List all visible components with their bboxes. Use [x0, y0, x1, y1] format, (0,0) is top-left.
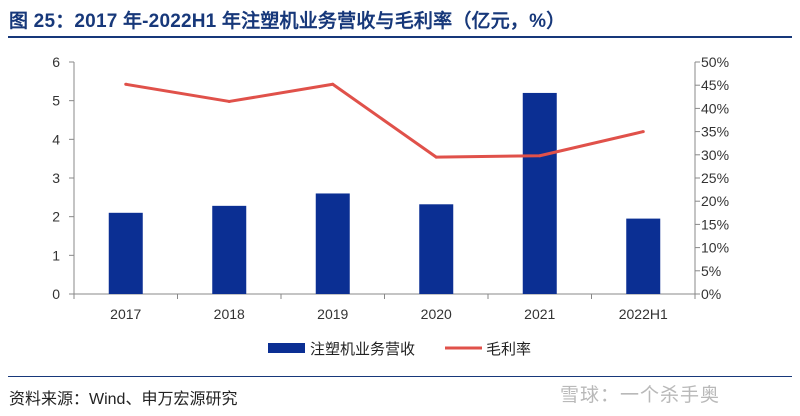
y-right-tick-label: 30%: [701, 147, 729, 163]
y-right-tick-label: 0%: [701, 286, 721, 302]
bar: [315, 193, 350, 294]
gross-margin-line: [125, 82, 644, 159]
title-rule: [8, 36, 792, 38]
line-point: [538, 154, 542, 158]
y-right-tick-label: 45%: [701, 77, 729, 93]
x-tick-label: 2022H1: [619, 306, 668, 322]
x-tick-label: 2019: [317, 306, 348, 322]
bar: [212, 205, 247, 294]
x-tick-label: 2020: [421, 306, 452, 322]
line-point: [331, 82, 335, 86]
y-left-tick-label: 5: [52, 93, 60, 109]
y-right-tick-label: 10%: [701, 240, 729, 256]
watermark: 雪球：一个杀手奥: [560, 385, 721, 406]
y-right-tick-label: 20%: [701, 193, 729, 209]
y-left-tick-label: 0: [52, 286, 60, 302]
y-left-tick-label: 4: [52, 131, 60, 147]
x-tick-label: 2018: [214, 306, 245, 322]
y-right-tick-label: 35%: [701, 124, 729, 140]
legend-bar-swatch: [268, 343, 305, 353]
x-tick-label: 2017: [110, 306, 141, 322]
line-point: [641, 130, 645, 134]
y-left-tick-label: 6: [52, 54, 60, 70]
bar: [419, 204, 454, 294]
line-point: [227, 99, 231, 103]
source-rule: [8, 376, 792, 377]
line-point: [434, 155, 438, 159]
y-right-tick-label: 5%: [701, 263, 721, 279]
bar: [626, 218, 661, 294]
source-note: 资料来源：Wind、申万宏源研究: [9, 391, 238, 408]
y-left-tick-label: 2: [52, 209, 60, 225]
y-right-tick-label: 40%: [701, 100, 729, 116]
bar: [522, 92, 557, 294]
line-series: [124, 82, 645, 159]
x-tick-label: 2021: [524, 306, 555, 322]
legend: 注塑机业务营收 毛利率: [268, 340, 531, 358]
legend-bar-label: 注塑机业务营收: [310, 340, 415, 358]
y-right-tick-label: 25%: [701, 170, 729, 186]
line-point: [124, 82, 128, 86]
legend-line-label: 毛利率: [486, 340, 531, 358]
y-left-tick-label: 1: [52, 247, 60, 263]
chart-title: 图 25：2017 年-2022H1 年注塑机业务营收与毛利率（亿元，%）: [9, 11, 566, 32]
bar: [108, 212, 143, 294]
axes: 0 1 2 3 4 5 6 0% 5% 10% 15% 20% 25% 30% 35% 40% 45% 50% 20…: [52, 54, 729, 322]
bar-series: [108, 92, 661, 294]
y-right-tick-label: 50%: [701, 54, 729, 70]
y-right-tick-label: 15%: [701, 216, 729, 232]
y-left-tick-label: 3: [52, 170, 60, 186]
